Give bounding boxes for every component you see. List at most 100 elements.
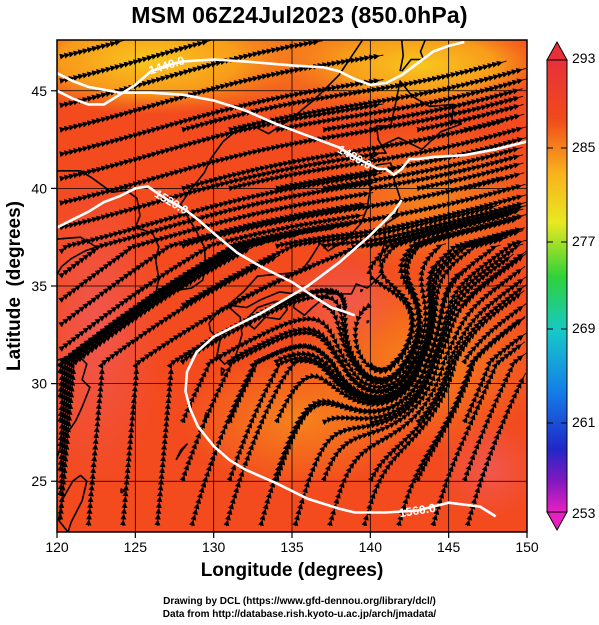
streamline-arrow — [240, 437, 246, 444]
streamline-arrow — [164, 408, 170, 415]
coastline — [399, 40, 404, 72]
streamline-arrow — [158, 478, 164, 485]
coastline — [203, 412, 210, 422]
streamline-arrow — [308, 120, 315, 127]
streamline-arrow — [92, 192, 99, 198]
x-tick-label: 125 — [124, 539, 148, 555]
streamline-arrow — [485, 330, 492, 337]
streamline-arrow — [512, 206, 519, 212]
streamline — [59, 40, 212, 84]
streamline-arrow — [95, 408, 101, 415]
streamline-arrow — [209, 340, 216, 346]
streamline-arrow — [92, 143, 99, 149]
streamline-arrow — [495, 234, 502, 240]
streamline-arrow — [89, 478, 95, 485]
x-tick-label: 135 — [280, 539, 304, 555]
colorbar-label: 285 — [572, 139, 596, 155]
streamline-arrow — [257, 343, 264, 348]
streamline-arrow — [235, 481, 241, 488]
x-tick-label: 120 — [45, 539, 69, 555]
coastline — [120, 488, 126, 494]
streamline-arrow — [147, 55, 154, 61]
colorbar-bottom-triangle — [546, 511, 568, 532]
colorbar-label: 269 — [572, 320, 596, 336]
streamline-arrow — [261, 178, 268, 184]
coastline — [360, 289, 364, 293]
streamline-arrow — [513, 154, 520, 160]
coastline — [57, 236, 97, 275]
streamline-arrow — [355, 180, 362, 186]
coastline — [57, 40, 364, 295]
x-axis-label: Longitude (degrees) — [201, 560, 384, 581]
colorbar-label: 261 — [572, 414, 596, 430]
streamline-arrow — [92, 70, 99, 76]
streamline-arrow — [400, 407, 407, 413]
x-tick-label: 140 — [359, 539, 383, 555]
streamline-arrow — [436, 385, 442, 392]
streamline-arrow — [92, 168, 99, 174]
streamline-arrow — [476, 437, 482, 444]
streamline-arrow — [391, 447, 398, 453]
streamline-arrow — [339, 481, 345, 488]
streamline-arrow — [496, 177, 503, 183]
latitude-axis: 25 30 35 40 45 — [31, 83, 57, 489]
streamline-arrow — [114, 350, 121, 356]
y-tick-label: 35 — [31, 278, 47, 294]
colorbar-label: 277 — [572, 233, 596, 249]
coastline — [369, 80, 462, 160]
streamline-arrow — [200, 481, 206, 488]
contour-label: 1560.0 — [398, 501, 437, 521]
streamline-arrow — [449, 120, 456, 126]
streamline-arrow — [504, 106, 511, 112]
streamline-arrow — [503, 218, 510, 224]
y-tick-label: 30 — [31, 376, 47, 392]
longitude-axis: 120 125 130 135 140 145 150 — [45, 532, 539, 555]
streamline-arrow — [353, 339, 359, 346]
coastlines — [57, 40, 462, 532]
streamline-arrow — [260, 235, 268, 241]
streamline-arrow — [374, 482, 380, 489]
coastline — [57, 353, 91, 459]
streamline-arrow — [355, 121, 362, 128]
streamline-arrow — [339, 337, 345, 344]
streamline-arrow — [496, 119, 503, 125]
height-contours — [57, 40, 527, 518]
streamline-arrow — [193, 437, 199, 444]
streamline-arrow — [442, 481, 448, 488]
streamline-arrow — [130, 408, 136, 415]
streamline — [59, 40, 125, 60]
streamline-arrow — [257, 50, 264, 56]
coastline — [366, 320, 370, 324]
streamline-arrow — [261, 119, 268, 125]
colorbar-top-triangle — [546, 40, 568, 61]
streamline-arrow — [304, 481, 310, 488]
streamline-arrow — [123, 478, 130, 485]
streamline-arrow — [448, 232, 455, 238]
coastline — [227, 162, 401, 317]
colorbar-ticks — [547, 59, 567, 513]
streamline-arrow — [408, 481, 414, 488]
streamline-arrow — [347, 388, 354, 394]
y-tick-label: 25 — [31, 473, 47, 489]
height-contour-line — [57, 185, 356, 317]
streamline-arrow — [402, 180, 409, 186]
streamline-arrow — [492, 62, 499, 68]
coastline — [244, 300, 289, 330]
streamline — [463, 113, 525, 133]
height-contour-line — [184, 199, 497, 518]
colorbar-label-min: 253 — [572, 505, 596, 521]
x-tick-label: 145 — [437, 539, 461, 555]
streamline-arrow — [148, 351, 155, 357]
height-contour-line — [57, 40, 465, 106]
streamline-arrow — [92, 119, 99, 125]
streamline-arrow — [476, 481, 482, 488]
credits: Drawing by DCL (https://www.gfd-dennou.o… — [0, 595, 599, 621]
streamline-arrow — [214, 118, 221, 124]
x-tick-label: 150 — [515, 539, 539, 555]
streamline-arrow — [402, 121, 409, 127]
streamline-arrow — [369, 54, 376, 60]
streamline-arrow — [92, 46, 99, 52]
x-tick-label: 130 — [202, 539, 226, 555]
streamlines — [57, 40, 527, 527]
